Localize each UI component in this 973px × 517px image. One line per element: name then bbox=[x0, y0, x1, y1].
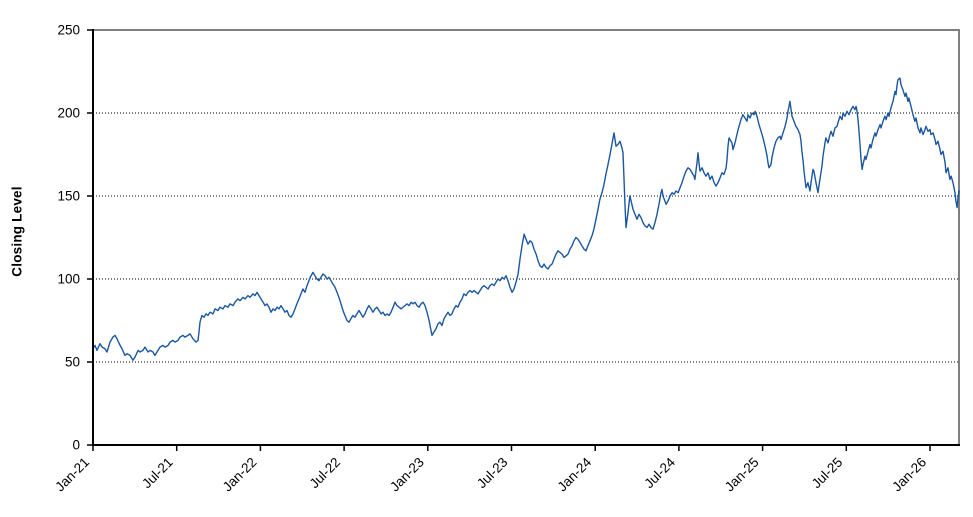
y-tick-label: 0 bbox=[72, 438, 80, 453]
x-tick-label: Jan-26 bbox=[889, 455, 929, 495]
x-tick-label: Jul-24 bbox=[641, 454, 678, 491]
x-tick-label: Jan-22 bbox=[220, 455, 260, 495]
y-tick-label: 50 bbox=[65, 355, 80, 370]
x-tick-label: Jul-22 bbox=[307, 455, 344, 492]
series-line-closing-level bbox=[92, 77, 960, 361]
x-tick-label: Jan-21 bbox=[52, 455, 92, 495]
y-tick-label: 200 bbox=[57, 106, 80, 121]
x-tick-label: Jul-21 bbox=[139, 455, 176, 492]
x-tick-label: Jan-23 bbox=[387, 455, 427, 495]
x-tick-label: Jul-23 bbox=[474, 455, 511, 492]
y-tick-label: 100 bbox=[57, 272, 80, 287]
x-tick-label: Jan-25 bbox=[722, 455, 762, 495]
x-tick-label: Jan-24 bbox=[555, 454, 595, 494]
y-tick-label: 150 bbox=[57, 189, 80, 204]
y-tick-label: 250 bbox=[57, 23, 80, 38]
x-tick-label: Jul-25 bbox=[809, 455, 846, 492]
y-axis-title: Closing Level bbox=[9, 186, 25, 277]
